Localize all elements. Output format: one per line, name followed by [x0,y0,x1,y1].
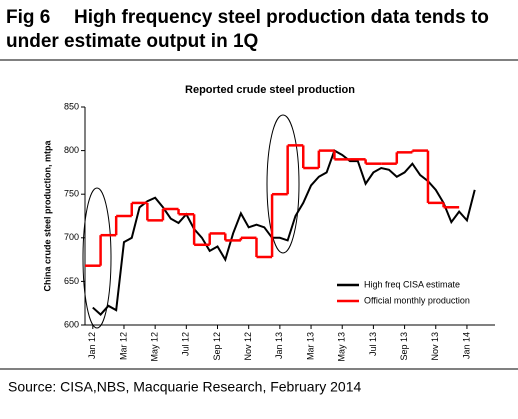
chart-title-line: under estimate output in 1Q [6,31,258,52]
data-line [92,149,476,316]
x-tick-label: Nov 13 [430,332,440,361]
x-tick-label: Mar 12 [118,332,128,360]
x-tick-label: Nov 12 [243,332,253,361]
highlight-ellipse [266,114,300,254]
x-tick-label: Jan 12 [87,332,97,359]
y-tick-label: 800 [64,145,79,155]
x-tick-label: Mar 13 [305,332,315,360]
chart-title-line: High frequency steel production data ten… [74,7,489,28]
x-tick-label: May 12 [150,332,160,362]
legend-label: Official monthly production [364,295,470,305]
y-tick-label: 700 [64,232,79,242]
y-tick-label: 600 [64,319,79,329]
plot-title: Reported crude steel production [185,84,355,96]
y-axis-label: China crude steel production, mtpa [42,140,52,292]
y-tick-label: 750 [64,189,79,199]
legend-label: High freq CISA estimate [364,279,460,289]
x-tick-label: Jan 13 [274,332,284,359]
x-tick-label: Sep 12 [212,332,222,361]
x-tick-label: Jan 14 [461,332,471,359]
x-tick-label: May 13 [337,332,347,362]
x-tick-label: Sep 13 [399,332,409,361]
figure-label: Fig 6 [6,7,50,28]
highlight-ellipse [82,187,112,329]
x-tick-label: Jul 12 [181,332,191,356]
y-tick-label: 850 [64,101,79,111]
source-note: Source: CISA,NBS, Macquarie Research, Fe… [8,379,361,395]
y-tick-label: 650 [64,276,79,286]
x-tick-label: Jul 13 [368,332,378,356]
